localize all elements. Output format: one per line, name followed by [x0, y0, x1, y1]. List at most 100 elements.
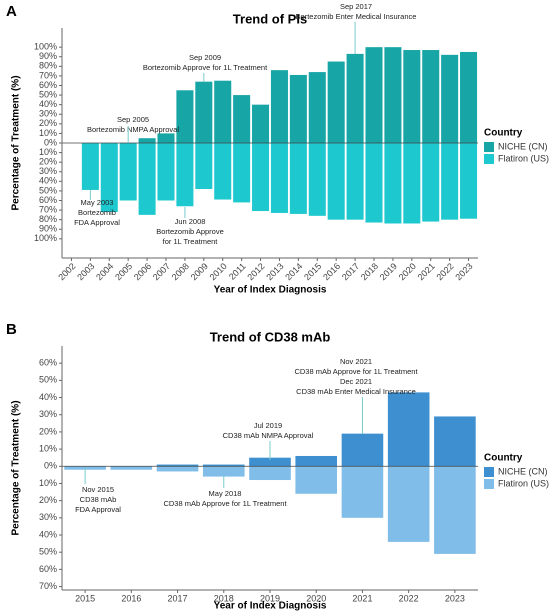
annotation: FDA Approval: [74, 218, 120, 227]
bar: [346, 143, 364, 220]
y-tick-label: 50%: [39, 547, 57, 557]
x-tick-label: 2013: [264, 261, 285, 282]
bar: [176, 143, 194, 207]
bar: [138, 143, 156, 215]
y-tick-label: 0%: [44, 461, 57, 471]
annotation: Bortezomib Enter Medical Insurance: [296, 12, 417, 21]
bar: [195, 81, 213, 143]
bar: [295, 455, 338, 467]
y-tick-label: 100%: [34, 233, 57, 243]
bar: [214, 143, 232, 200]
legend-swatch: [484, 467, 494, 477]
x-tick-label: 2018: [214, 593, 234, 603]
x-tick-label: 2015: [75, 593, 95, 603]
x-tick-label: 2008: [170, 261, 191, 282]
bar: [249, 466, 291, 481]
x-tick-label: 2022: [434, 261, 455, 282]
x-tick-label: 2005: [113, 261, 134, 282]
y-tick-label: 40%: [39, 529, 57, 539]
x-tick-label: 2003: [75, 261, 96, 282]
bar: [384, 47, 402, 143]
x-tick-label: 2019: [260, 593, 280, 603]
bar: [403, 50, 421, 143]
y-tick-label: 90%: [39, 51, 57, 61]
bar: [233, 143, 251, 203]
annotation: CD38 mAb NMPA Approval: [223, 431, 314, 440]
bar: [365, 143, 383, 223]
y-tick-label: 10%: [39, 147, 57, 157]
annotation: May 2003: [81, 198, 114, 207]
y-tick-label: 80%: [39, 61, 57, 71]
annotation: Nov 2021: [340, 357, 372, 366]
chart-title: Trend of PIs: [233, 11, 307, 26]
annotation: Nov 2015: [82, 485, 114, 494]
y-tick-label: 20%: [39, 495, 57, 505]
y-tick-label: 20%: [39, 157, 57, 167]
x-tick-label: 2022: [399, 593, 419, 603]
bar: [233, 95, 251, 143]
x-tick-label: 2021: [416, 261, 437, 282]
y-axis-label: Percentage of Treatment (%): [11, 75, 22, 210]
bar: [341, 433, 384, 467]
bar: [157, 143, 175, 201]
bar: [460, 51, 478, 144]
y-tick-label: 10%: [39, 128, 57, 138]
bar: [214, 80, 232, 143]
y-tick-label: 30%: [39, 166, 57, 176]
bar: [138, 138, 156, 143]
bar: [195, 143, 213, 189]
bar: [157, 133, 175, 143]
bar: [422, 143, 440, 222]
bar: [202, 464, 245, 467]
bar: [422, 50, 440, 143]
annotation: Sep 2005: [117, 115, 149, 124]
y-tick-label: 70%: [39, 204, 57, 214]
bar: [365, 47, 383, 143]
bar: [100, 143, 118, 212]
y-tick-label: 50%: [39, 89, 57, 99]
bar: [460, 143, 478, 219]
bar: [156, 464, 199, 467]
y-tick-label: 70%: [39, 70, 57, 80]
x-tick-label: 2016: [321, 261, 342, 282]
annotation: Sep 2009: [189, 53, 221, 62]
bar: [403, 143, 421, 224]
y-tick-label: 30%: [39, 409, 57, 419]
x-tick-label: 2006: [132, 261, 153, 282]
bar: [156, 466, 199, 472]
y-tick-label: 80%: [39, 214, 57, 224]
legend-label: NICHE (CN): [498, 466, 548, 476]
bar: [387, 466, 430, 542]
bar: [81, 143, 99, 190]
y-tick-label: 30%: [39, 512, 57, 522]
bar: [289, 143, 307, 214]
y-tick-label: 50%: [39, 185, 57, 195]
annotation: May 2018: [209, 489, 242, 498]
bar: [308, 143, 326, 216]
x-tick-label: 2021: [352, 593, 372, 603]
bar: [289, 74, 307, 143]
x-tick-label: 2002: [56, 261, 77, 282]
annotation: Jun 2008: [175, 217, 206, 226]
x-tick-label: 2007: [151, 261, 172, 282]
x-tick-label: 2014: [283, 261, 304, 282]
x-tick-label: 2011: [227, 261, 248, 282]
annotation: Sep 2017: [340, 2, 372, 11]
bar: [327, 143, 345, 220]
bar: [270, 143, 288, 213]
x-tick-label: 2004: [94, 261, 115, 282]
legend-label: Flatiron (US): [498, 153, 549, 163]
bar: [295, 466, 338, 494]
annotation: FDA Approval: [75, 505, 121, 514]
bar: [441, 143, 459, 220]
y-tick-label: 40%: [39, 392, 57, 402]
bar: [434, 466, 476, 554]
panel-label: B: [6, 321, 17, 338]
y-tick-label: 20%: [39, 118, 57, 128]
annotation: for 1L Treatment: [163, 237, 219, 246]
annotation: CD38 mAb Approve for 1L Treatment: [163, 499, 287, 508]
annotation: CD38 mAb Approve for 1L Treatment: [294, 367, 418, 376]
bar: [441, 54, 459, 144]
annotation: Bortezomib: [78, 208, 116, 217]
